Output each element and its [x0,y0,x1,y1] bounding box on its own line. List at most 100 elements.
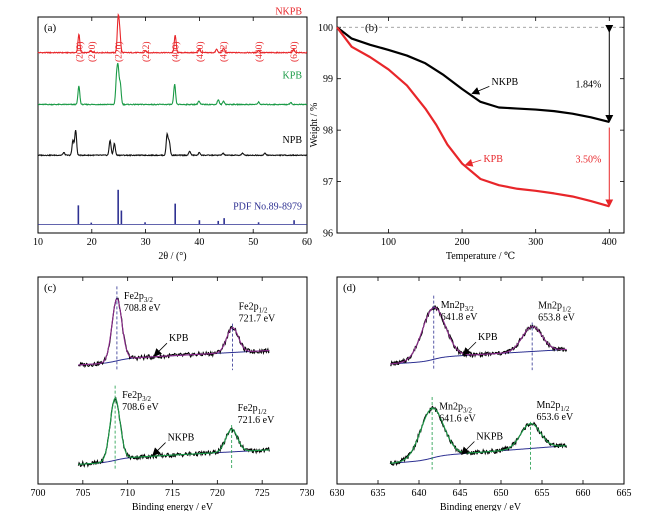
sample-pointer-nkpb [460,441,475,455]
peak-label-p32: Mn2p3/2 [441,300,474,313]
panel-b-ytick-label: 98 [323,126,333,137]
panel-d-xtick-label: 665 [617,488,632,499]
sample-label-kpb: KPB [169,333,189,344]
panel-d-mn2p-xps: 630 635 640 645 650 655 660 665 Binding energy /… [330,276,632,511]
panel-d-xtick-label: 645 [453,488,468,499]
panel-a-xtick-label: 50 [248,237,258,248]
peak-label-p12: Mn2p1/2 [537,400,570,413]
peak-label-p12: Fe2p1/2 [239,301,268,314]
hkl-label: (620) [289,41,300,62]
hkl-label: (422) [219,41,230,62]
panel-b-ytick-label: 96 [323,229,333,240]
panel-d-xlabel: Binding energy / eV [440,502,522,511]
panel-c-xlabel: Binding energy / eV [132,502,214,511]
panel-c-xtick-label: 725 [255,488,270,499]
label-kpb: KPB [283,70,303,81]
label-npb: NPB [283,135,303,146]
sample-label-nkpb: NKPB [168,433,195,444]
sample-label-kpb: KPB [478,332,498,343]
panel-c-label: (c) [44,282,57,294]
panel-b-ytick-label: 100 [318,23,333,34]
panel-d-xtick-label: 660 [576,488,591,499]
sample-pointer-kpb [462,341,477,356]
panel-a-xtick-label: 20 [87,237,97,248]
panel-a-xtick-label: 10 [33,237,43,248]
xps-background-nkpb [390,445,567,464]
hkl-label: (400) [171,41,182,62]
panel-b-ytick-label: 99 [323,74,333,85]
panel-b-ylabel: Weight / % [309,103,320,148]
sample-pointer-nkpb [152,442,166,456]
panel-c-xtick-label: 730 [300,488,315,499]
panel-b-xlabel: Temperature / ℃ [446,251,515,262]
panel-d-xtick-label: 650 [494,488,509,499]
xps-background-kpb [390,348,567,365]
panel-a-xtick-label: 30 [141,237,151,248]
panel-d-xtick-label: 640 [412,488,427,499]
panel-d-frame [336,276,625,485]
xrd-pattern-nkpb [37,13,308,55]
peak-value-p32: 641.8 eV [441,312,478,323]
peak-value-p12: 721.6 eV [238,415,275,426]
panel-a-xtick-label: 40 [194,237,204,248]
panel-c-xtick-label: 715 [165,488,180,499]
panel-b-tga: 100 200 300 400 96 97 98 99 100 Temperature / ℃ We… [309,16,625,262]
hkl-label: (210) [87,41,98,62]
xps-fit-kpb [78,298,270,366]
peak-value-p12: 721.7 eV [239,313,276,324]
peak-value-p12: 653.8 eV [538,312,575,323]
hkl-label: (200) [74,41,85,62]
panel-d-label: (d) [343,282,356,294]
peak-label-p32: Mn2p3/2 [439,402,472,415]
hkl-label: (220) [114,41,125,62]
loss-value-kpb: 3.50% [575,155,601,166]
panel-d-xtick-label: 655 [535,488,550,499]
xps-fit-kpb [390,306,567,365]
sample-pointer-kpb [153,342,168,357]
peak-value-p32: 708.8 eV [124,303,161,314]
panel-a-frame [37,16,308,234]
panel-b-ytick-label: 97 [323,177,333,188]
panel-c-xtick-label: 700 [31,488,46,499]
panel-a-label: (a) [44,22,57,34]
peak-label-p12: Mn2p1/2 [538,300,571,313]
xps-fit-nkpb [390,407,567,464]
label-reference: PDF No.89-8979 [233,201,302,212]
peak-label-p32: Fe2p3/2 [124,291,153,304]
peak-value-p12: 653.6 eV [537,412,574,423]
xps-data-nkpb [389,405,568,467]
panel-a-xrd: 10 20 30 40 50 60 2θ / (°) (a) (200) (210) (220) (2… [33,7,312,262]
peak-label-p12: Fe2p1/2 [238,403,267,416]
hkl-label: (222) [141,41,152,62]
xrd-pattern-kpb [37,62,308,106]
pointer-kpb [464,158,482,167]
panel-a-xlabel: 2θ / (°) [158,251,186,262]
panel-c-xtick-label: 705 [75,488,90,499]
panel-a-xtick-label: 60 [302,237,312,248]
pointer-nkpb [471,86,490,95]
curve-label-nkpb: NKPB [492,77,519,88]
panel-b-xtick-label: 100 [381,237,396,248]
panel-b-frame [336,16,625,234]
panel-b-xtick-label: 400 [602,237,617,248]
sample-label-nkpb: NKPB [476,431,503,442]
curve-label-kpb: KPB [483,154,503,165]
peak-value-p32: 708.6 eV [122,402,159,413]
label-nkpb: NKPB [275,7,302,18]
tga-curve-kpb [336,26,610,208]
xrd-pattern-npb [37,129,308,157]
panel-d-xtick-label: 635 [371,488,386,499]
panel-c-xtick-label: 720 [210,488,225,499]
peak-value-p32: 641.6 eV [439,414,476,425]
xps-fit-nkpb [78,397,270,465]
hkl-label: (440) [254,41,265,62]
loss-value-nkpb: 1.84% [575,79,601,90]
panel-d-xtick-label: 630 [330,488,345,499]
tga-curve-nkpb [336,26,610,123]
peak-label-p32: Fe2p3/2 [122,390,151,403]
panel-c-fe2p-xps: 700 705 710 715 720 725 730 Binding energy / eV… [31,276,315,511]
panel-b-xtick-label: 300 [528,237,543,248]
panel-b-xtick-label: 200 [455,237,470,248]
hkl-label: (420) [195,41,206,62]
